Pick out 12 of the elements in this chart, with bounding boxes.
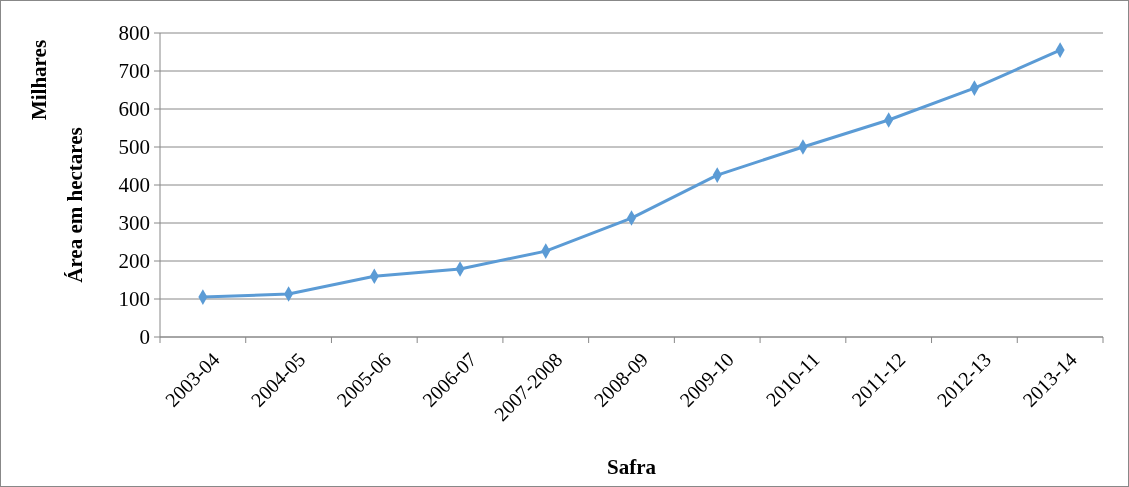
y-tick-label: 400 xyxy=(118,173,150,198)
y-tick-label: 100 xyxy=(118,287,150,312)
y-tick-label: 300 xyxy=(118,211,150,236)
x-axis-title: Safra xyxy=(607,455,657,479)
y-tick-label: 800 xyxy=(118,21,150,46)
y-tick-label: 700 xyxy=(118,59,150,84)
y-tick-label: 500 xyxy=(118,135,150,160)
y-tick-label: 600 xyxy=(118,97,150,122)
y-tick-label: 200 xyxy=(118,249,150,274)
text: Milhares xyxy=(27,39,51,121)
y-tick-label: 0 xyxy=(139,325,150,350)
y-axis-title: Área em hectares xyxy=(63,127,87,283)
